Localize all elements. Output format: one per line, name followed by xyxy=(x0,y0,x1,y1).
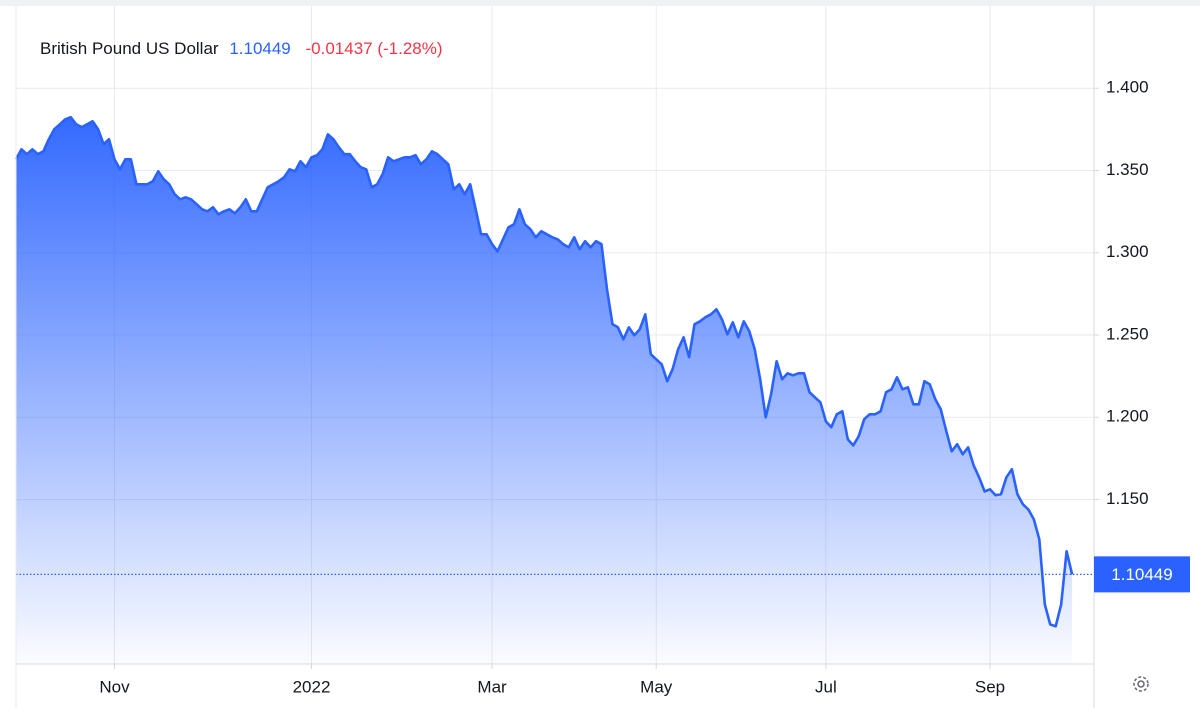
price: 1.10449 xyxy=(229,39,290,58)
plot xyxy=(14,115,1094,664)
last-value-label: 1.10449 xyxy=(1111,565,1172,584)
line xyxy=(14,115,1074,628)
settings-hub[interactable] xyxy=(1137,680,1145,688)
x-tick-label: 2022 xyxy=(293,677,331,696)
y-tick-label: 1.150 xyxy=(1106,489,1149,508)
x-tick-label: May xyxy=(640,677,673,696)
axes: 1.150 1.200 1.250 1.300 1.350 1.400 Nov 2022 Mar… xyxy=(15,6,1190,708)
y-tick-label: 1.350 xyxy=(1106,160,1149,179)
settings-icon[interactable] xyxy=(1133,676,1149,692)
x-tick-label: Nov xyxy=(99,677,130,696)
chart-title: British Pound US Dollar xyxy=(40,39,219,58)
top-bar xyxy=(0,0,1200,6)
y-tick-label: 1.400 xyxy=(1106,78,1149,97)
x-tick-label: Sep xyxy=(975,677,1005,696)
settings-gear[interactable] xyxy=(1133,676,1149,692)
y-tick-label: 1.300 xyxy=(1106,242,1149,261)
header: British Pound US Dollar 1.10449 -0.01437… xyxy=(40,39,443,58)
x-tick-label: Mar xyxy=(477,677,507,696)
y-tick-label: 1.200 xyxy=(1106,407,1149,426)
area xyxy=(16,117,1073,664)
last-value-tag xyxy=(1094,556,1190,593)
change: -0.01437 (-1.28%) xyxy=(306,39,443,58)
y-tick-label: 1.250 xyxy=(1106,324,1149,343)
x-tick-label: Jul xyxy=(815,677,837,696)
